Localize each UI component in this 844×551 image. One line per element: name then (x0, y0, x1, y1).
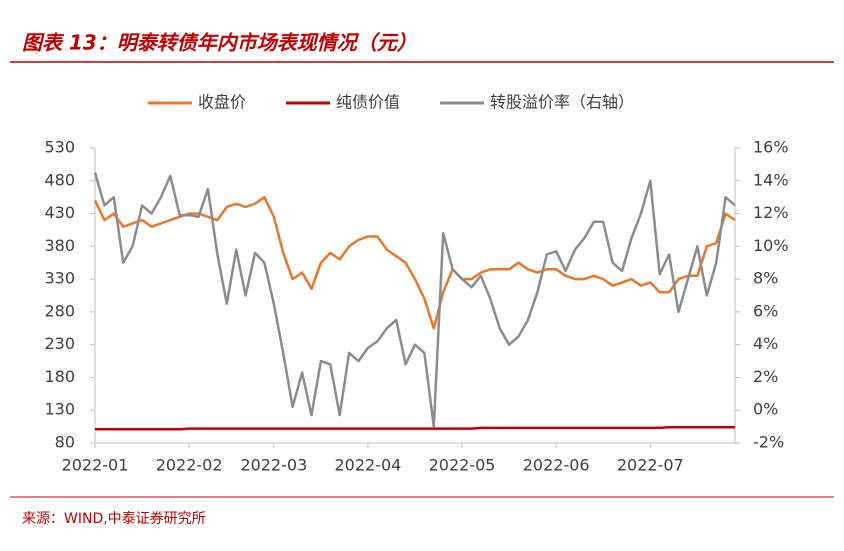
y-tick-label: 330 (44, 269, 75, 288)
y2-tick-label: 10% (753, 236, 789, 255)
y2-tick-label: 4% (753, 334, 778, 353)
y-tick-label: 530 (44, 138, 75, 157)
x-tick-label: 2022-05 (429, 456, 496, 475)
y-tick-label: 380 (44, 236, 75, 255)
series-line (93, 195, 736, 330)
series-line (95, 426, 735, 431)
legend-label: 转股溢价率（右轴） (490, 93, 634, 112)
x-tick-label: 2022-02 (156, 456, 223, 475)
y2-tick-label: 6% (753, 301, 778, 320)
x-tick-label: 2022-01 (62, 456, 129, 475)
y-tick-label: 280 (44, 301, 75, 320)
x-tick-label: 2022-07 (617, 456, 684, 475)
y-tick-label: 430 (44, 203, 75, 222)
y2-tick-label: 16% (753, 138, 789, 157)
y2-tick-label: 8% (753, 269, 778, 288)
x-tick-label: 2022-06 (523, 456, 590, 475)
y-tick-label: 130 (44, 400, 75, 419)
x-tick-label: 2022-03 (240, 456, 307, 475)
legend-label: 收盘价 (198, 93, 246, 112)
legend-label: 纯债价值 (336, 93, 400, 112)
x-tick-label: 2022-04 (335, 456, 402, 475)
y2-tick-label: 14% (753, 170, 789, 189)
y-tick-label: 480 (44, 170, 75, 189)
y2-tick-label: 0% (753, 400, 778, 419)
series-line (93, 172, 736, 428)
y2-tick-label: 12% (753, 203, 789, 222)
chart-title: 图表 13：明泰转债年内市场表现情况（元） (22, 31, 417, 55)
y-tick-label: 230 (44, 334, 75, 353)
y2-tick-label: 2% (753, 367, 778, 386)
y2-tick-label: -2% (753, 433, 784, 452)
source: 来源：WIND,中泰证券研究所 (22, 511, 206, 527)
y-tick-label: 80 (55, 433, 75, 452)
y-tick-label: 180 (44, 367, 75, 386)
